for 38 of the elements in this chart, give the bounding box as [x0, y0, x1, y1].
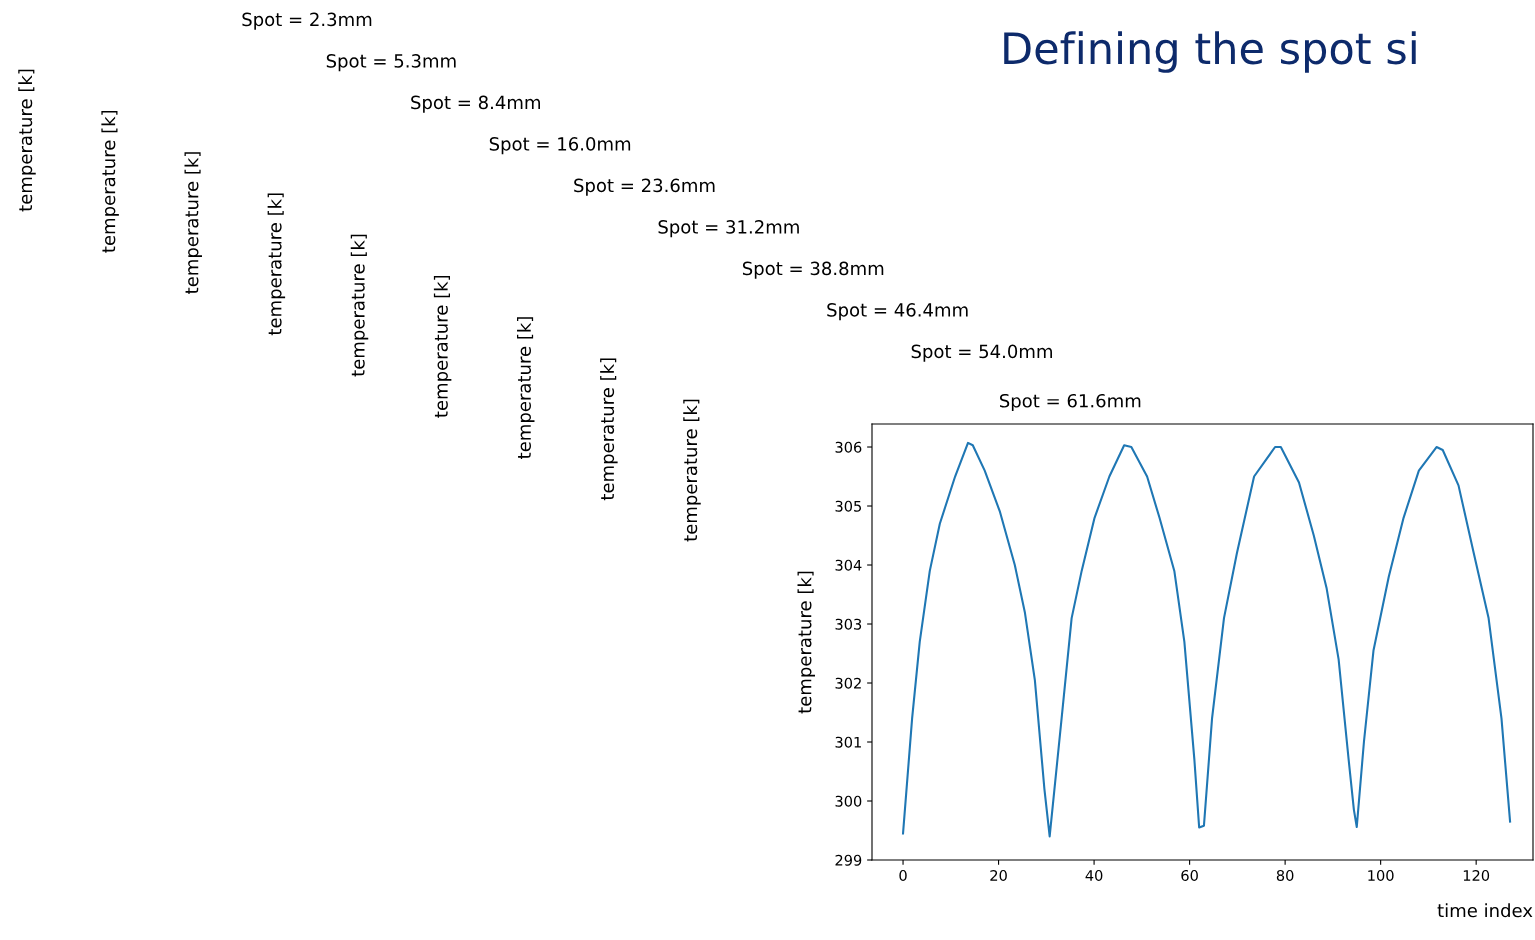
text: temperature [k] — [350, 234, 369, 377]
text: temperature [k] — [683, 399, 701, 542]
y-tick-label: 299 — [835, 854, 862, 866]
chart-title: Spot = 61.6mm — [999, 393, 1141, 412]
y-tick-label: 300 — [835, 795, 862, 807]
text: Spot = 2.3mm — [242, 12, 372, 30]
text: Spot = 46.4mm — [827, 303, 968, 321]
text: Spot = 8.4mm — [411, 95, 540, 113]
y-tick-label: 305 — [835, 500, 861, 512]
text: Defining the spot si — [1004, 31, 1416, 73]
text: temperature [k] — [18, 69, 36, 212]
text: temperature [k] — [267, 193, 286, 336]
text: Spot = 23.6mm — [574, 178, 715, 196]
y-tick-label: 302 — [835, 677, 861, 689]
x-tick-label: 80 — [1276, 869, 1294, 882]
x-tick-label: 100 — [1368, 869, 1394, 882]
y-tick-label: 301 — [835, 736, 861, 748]
y-tick-label: 303 — [835, 618, 862, 630]
y-axis-title: temperature [k] — [797, 571, 815, 714]
text: Spot = 16.0mm — [489, 137, 631, 155]
text: Spot = 54.0mm — [911, 344, 1052, 362]
text: temperature [k] — [600, 358, 618, 501]
text: Spot = 5.3mm — [326, 54, 456, 72]
text: temperature [k] — [184, 152, 202, 294]
y-tick-label: 306 — [835, 441, 862, 453]
x-tick-label: 120 — [1463, 869, 1490, 882]
text: temperature [k] — [433, 275, 452, 418]
text: temperature [k] — [517, 317, 535, 459]
x-tick-label: 40 — [1085, 869, 1103, 882]
x-tick-label: 60 — [1181, 869, 1198, 882]
text: Spot = 38.8mm — [742, 261, 884, 279]
y-tick-label: 304 — [835, 559, 862, 571]
x-tick-label: 0 — [899, 869, 907, 882]
x-axis-title: time index — [1437, 903, 1533, 918]
text: Spot = 31.2mm — [658, 220, 799, 238]
x-tick-label: 20 — [990, 869, 1007, 882]
text: temperature [k] — [101, 110, 119, 253]
line-series — [902, 441, 1512, 838]
